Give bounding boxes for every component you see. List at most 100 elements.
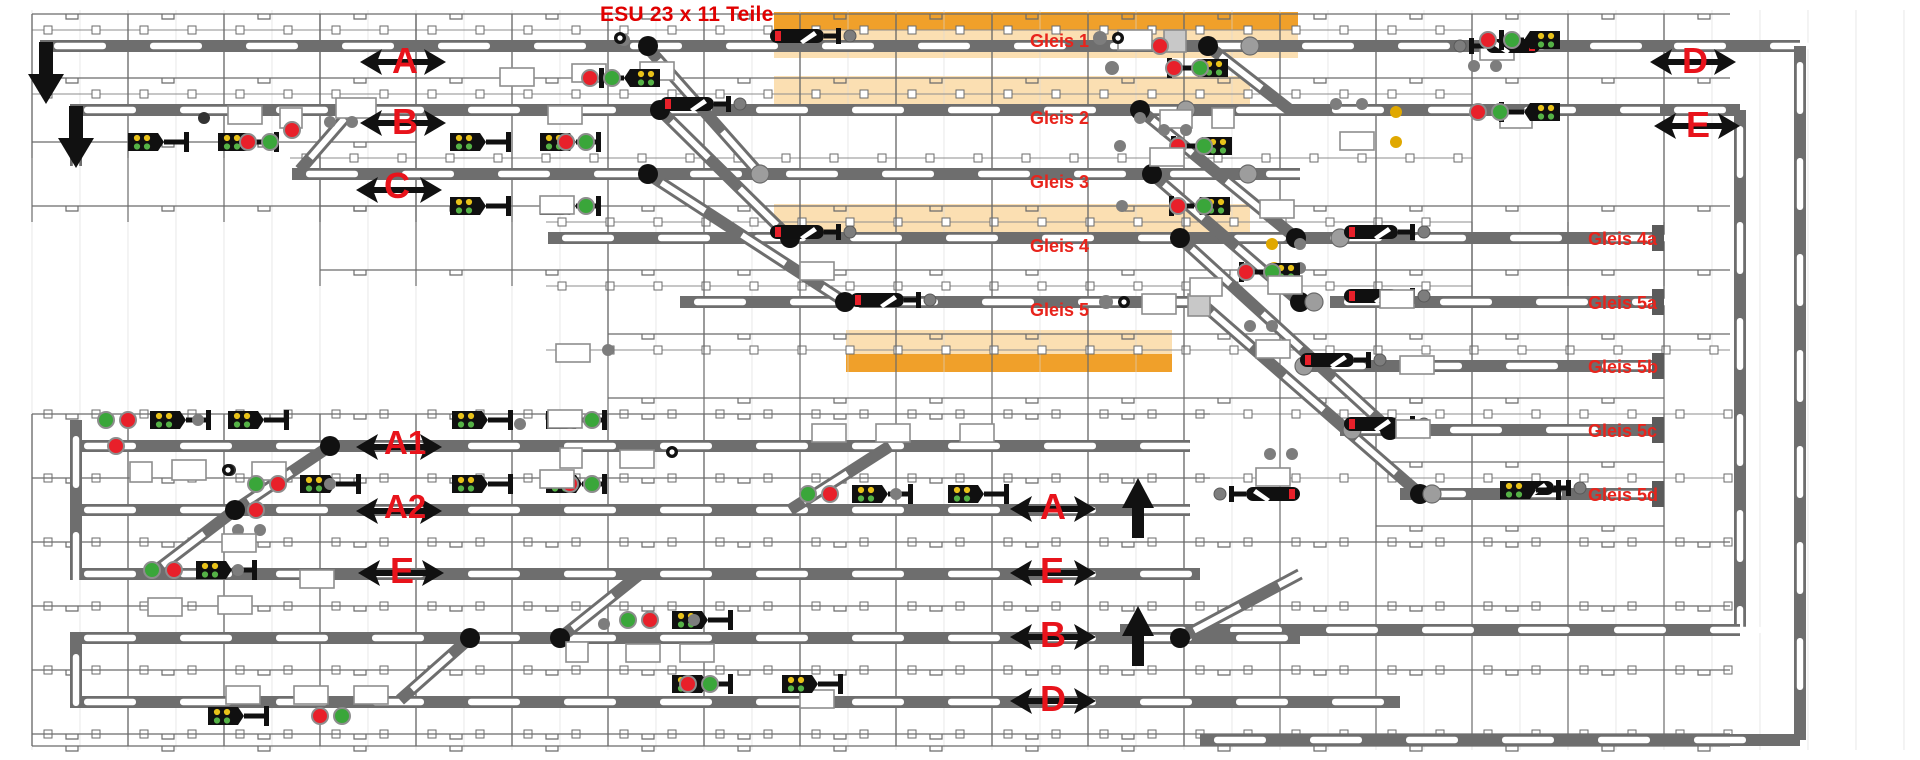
module-box[interactable] [1187, 293, 1211, 317]
module-box[interactable] [547, 409, 583, 429]
switch-node[interactable] [835, 292, 855, 312]
module-box[interactable] [959, 423, 995, 443]
undefined[interactable] [1479, 31, 1497, 49]
lamp-red-g1[interactable] [1165, 59, 1183, 77]
module-box[interactable] [1149, 147, 1185, 167]
module-box[interactable] [875, 423, 911, 443]
undefined[interactable] [119, 411, 137, 429]
switch-node[interactable] [225, 500, 245, 520]
module-box[interactable] [293, 685, 329, 705]
undefined[interactable] [239, 133, 257, 151]
module-box[interactable] [547, 105, 583, 125]
undefined[interactable] [1469, 103, 1487, 121]
undefined[interactable] [641, 611, 659, 629]
undefined[interactable] [247, 475, 265, 493]
module-box[interactable] [227, 105, 263, 125]
undefined[interactable] [577, 197, 595, 215]
module-box[interactable] [1255, 467, 1291, 487]
shunt-signal-g2[interactable] [450, 132, 511, 152]
undefined[interactable] [603, 69, 621, 87]
shunt-signal-bm-5[interactable] [852, 484, 913, 504]
shunt-signal-bl-2[interactable] [228, 410, 289, 430]
module-box[interactable] [299, 569, 335, 589]
shunt-signal-bm-1[interactable] [452, 474, 513, 494]
module-box[interactable] [147, 597, 183, 617]
module-box[interactable] [679, 643, 715, 663]
undefined[interactable] [1491, 103, 1509, 121]
switch-node[interactable] [1170, 228, 1190, 248]
module-box[interactable] [1159, 109, 1193, 129]
module-box[interactable] [559, 447, 583, 469]
module-box[interactable] [555, 343, 591, 363]
undefined[interactable] [97, 411, 115, 429]
undefined[interactable] [1503, 31, 1521, 49]
module-box[interactable] [1339, 131, 1375, 151]
shunt-signal-g3a[interactable] [450, 196, 511, 216]
undefined[interactable] [583, 411, 601, 429]
shunt-signal-left-1[interactable] [128, 132, 189, 152]
module-box[interactable] [1189, 277, 1223, 297]
module-box[interactable] [217, 595, 253, 615]
undefined[interactable] [583, 475, 601, 493]
track-sensor-node[interactable] [750, 164, 770, 184]
module-box[interactable] [1211, 107, 1235, 129]
lamp-bl-track2[interactable] [247, 501, 265, 519]
undefined[interactable] [261, 133, 279, 151]
undefined[interactable] [1195, 197, 1213, 215]
module-box[interactable] [619, 449, 655, 469]
module-box[interactable] [1267, 275, 1303, 295]
switch-node[interactable] [320, 436, 340, 456]
undefined[interactable] [143, 561, 161, 579]
undefined[interactable] [165, 561, 183, 579]
switch-node[interactable] [460, 628, 480, 648]
module-box[interactable] [1141, 293, 1177, 315]
track-sensor-node[interactable] [1304, 292, 1324, 312]
switch-node[interactable] [1170, 628, 1190, 648]
switch-node[interactable] [1290, 292, 1310, 312]
shunt-signal-bm-3[interactable] [452, 410, 513, 430]
track-sensor-node[interactable] [1238, 164, 1258, 184]
module-box[interactable] [353, 685, 389, 705]
track-sensor-node[interactable] [1240, 36, 1260, 56]
shunt-signal-bb-1[interactable] [672, 610, 733, 630]
module-box[interactable] [565, 641, 589, 663]
track-sensor-node[interactable] [1422, 484, 1442, 504]
undefined[interactable] [557, 133, 575, 151]
undefined[interactable] [1195, 137, 1213, 155]
module-box[interactable] [539, 469, 575, 489]
module-box[interactable] [1379, 289, 1415, 309]
module-box[interactable] [1399, 355, 1435, 375]
undefined[interactable] [1169, 197, 1187, 215]
module-box[interactable] [811, 423, 847, 443]
shunt-signal-bm-6[interactable] [948, 484, 1009, 504]
undefined[interactable] [701, 675, 719, 693]
module-box[interactable] [799, 261, 835, 281]
module-box[interactable] [799, 689, 835, 709]
switch-node[interactable] [1142, 164, 1162, 184]
undefined[interactable] [581, 69, 599, 87]
undefined[interactable] [577, 133, 595, 151]
module-box[interactable] [225, 685, 261, 705]
switch-node[interactable] [550, 628, 570, 648]
module-box[interactable] [1259, 199, 1295, 219]
module-box[interactable] [335, 97, 377, 119]
module-box[interactable] [625, 643, 661, 663]
module-box[interactable] [1255, 339, 1291, 359]
module-box[interactable] [499, 67, 535, 87]
undefined[interactable] [269, 475, 287, 493]
undefined[interactable] [311, 707, 329, 725]
lamp-track-g1[interactable] [1151, 37, 1169, 55]
switch-node[interactable] [638, 36, 658, 56]
block-signal-5d[interactable] [1214, 486, 1300, 502]
module-box[interactable] [129, 461, 153, 483]
lamp-g2-track[interactable] [283, 121, 301, 139]
undefined[interactable] [821, 485, 839, 503]
undefined[interactable] [679, 675, 697, 693]
switch-node[interactable] [1198, 36, 1218, 56]
switch-node[interactable] [638, 164, 658, 184]
module-box[interactable] [171, 459, 207, 481]
lamp-bl-track[interactable] [107, 437, 125, 455]
module-box[interactable] [539, 195, 575, 215]
lamp-green-g1[interactable] [1191, 59, 1209, 77]
shunt-signal-bd-2[interactable] [208, 706, 269, 726]
